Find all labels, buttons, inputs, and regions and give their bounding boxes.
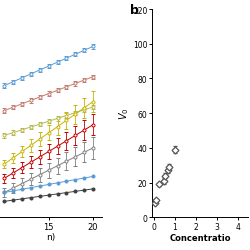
X-axis label: Concentratio: Concentratio [168,234,230,242]
X-axis label: n): n) [46,232,55,241]
Text: b: b [130,4,138,17]
Y-axis label: $V_0$: $V_0$ [117,108,131,120]
